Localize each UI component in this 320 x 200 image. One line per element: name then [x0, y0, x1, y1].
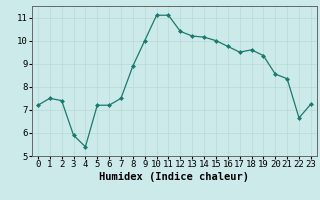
X-axis label: Humidex (Indice chaleur): Humidex (Indice chaleur)	[100, 172, 249, 182]
